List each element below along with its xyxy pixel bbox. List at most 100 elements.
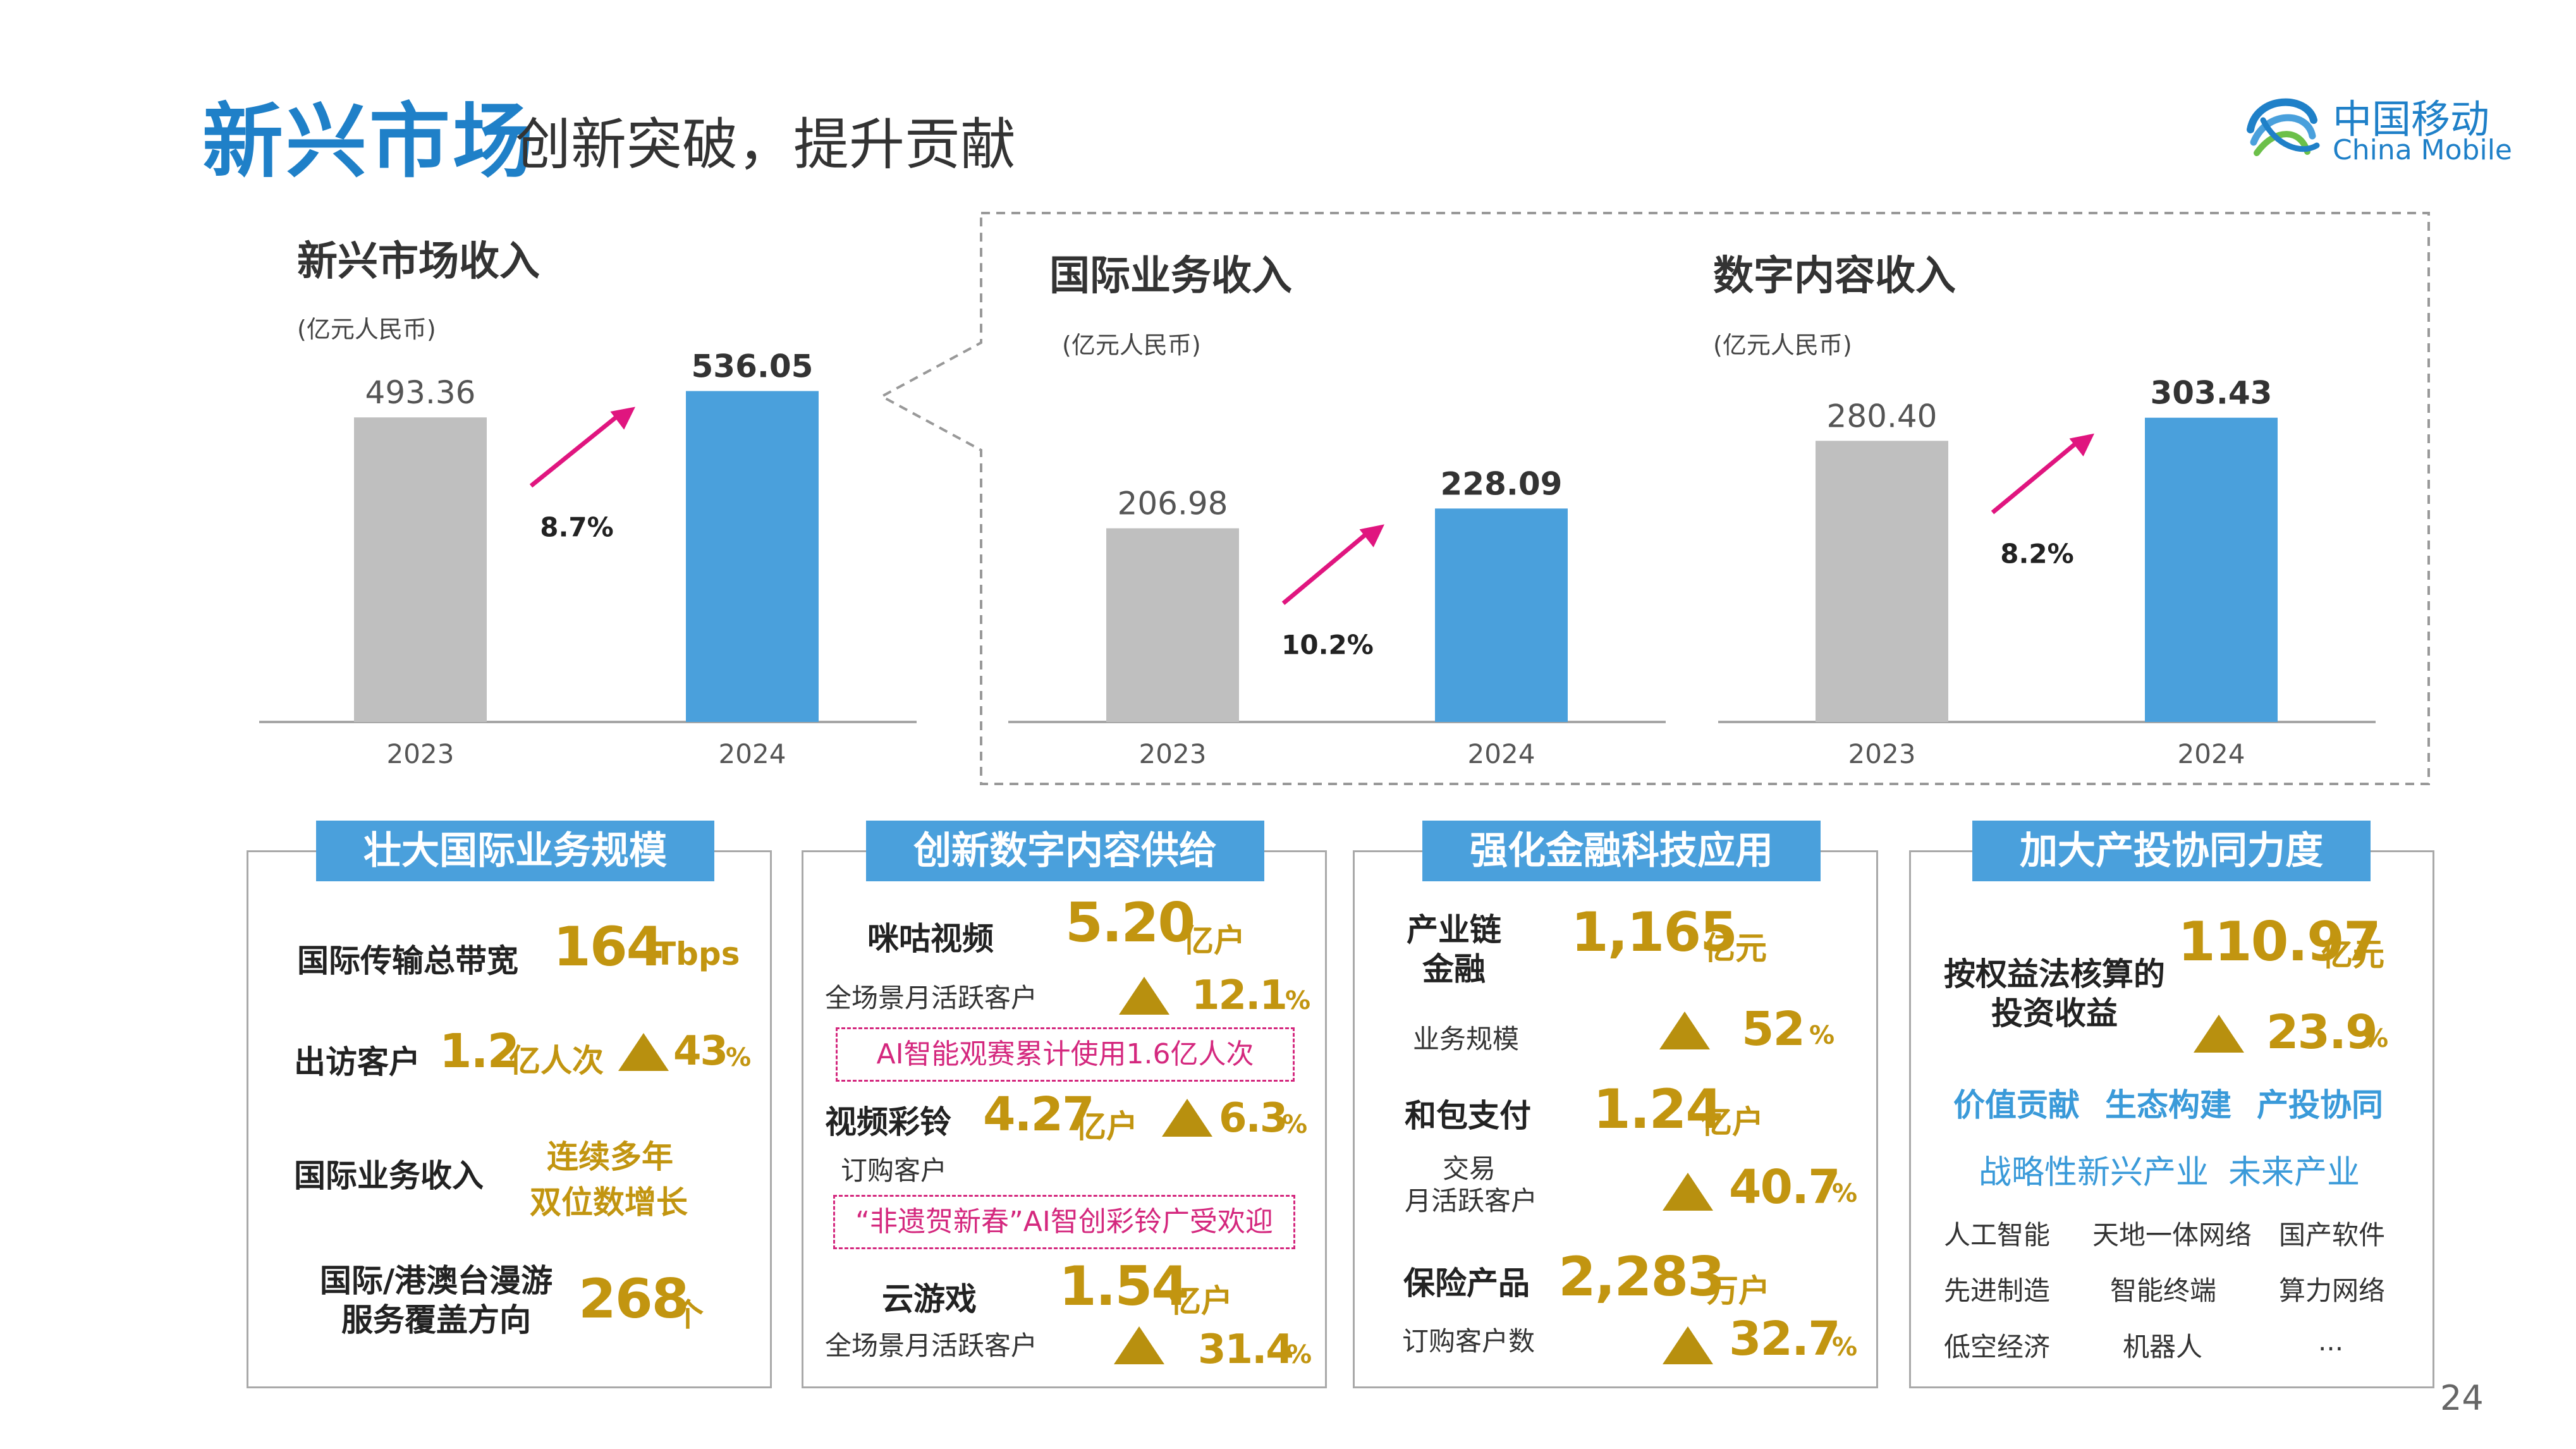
pct-unit-hebao-pay: % <box>1832 1179 1858 1208</box>
value-cloud-gaming: 1.54 <box>1059 1255 1189 1318</box>
pct-unit-cloud-gaming: % <box>1286 1340 1312 1369</box>
growth-arrow <box>1991 437 2084 515</box>
data-label: 206.98 <box>1118 486 1228 522</box>
unit-insurance: 万户 <box>1707 1273 1770 1309</box>
value-roaming: 268 <box>578 1268 690 1331</box>
pct-migu-video: 12.1 <box>1192 972 1288 1019</box>
keyword-synergy: 产投协同 <box>2257 1087 2383 1123</box>
up-triangle-icon <box>1119 977 1169 1015</box>
growth-arrow-head <box>2069 433 2094 457</box>
value-hebao-pay: 1.24 <box>1593 1078 1723 1141</box>
growth-label: 10.2% <box>1281 629 1374 660</box>
label-equity-income-line1: 按权益法核算的 <box>1944 956 2165 993</box>
highlight-ai-viewing: AI智能观赛累计使用1.6亿人次 <box>836 1027 1295 1082</box>
industry-item: 算力网络 <box>2279 1275 2386 1306</box>
industry-item: 天地一体网络 <box>2092 1220 2252 1250</box>
tick-label: 2023 <box>387 738 455 769</box>
logo-text-en: China Mobile <box>2333 134 2513 166</box>
value-video-ringtone: 4.27 <box>983 1087 1095 1142</box>
chart-title-digital: 数字内容收入 <box>1713 253 1956 300</box>
sub-video-ringtone: 订购客户 <box>841 1155 948 1186</box>
label-video-ringtone: 视频彩铃 <box>825 1104 951 1140</box>
sub-hebao-pay-line2: 月活跃客户 <box>1405 1185 1538 1216</box>
industry-item: ... <box>2318 1326 2344 1357</box>
label-supply-chain-line2: 金融 <box>1422 951 1486 987</box>
up-triangle-icon <box>1114 1326 1164 1364</box>
pct-insurance: 32.7 <box>1729 1312 1841 1366</box>
bar-2024 <box>1435 508 1568 722</box>
up-triangle-icon <box>618 1033 669 1071</box>
label-equity-income: 按权益法核算的 投资收益 <box>1934 955 2175 1033</box>
pct-unit-equity-income: % <box>2363 1024 2389 1053</box>
industry-item: 国产软件 <box>2279 1220 2386 1250</box>
bar-2023 <box>1106 528 1239 722</box>
growth-label: 8.2% <box>2000 539 2073 570</box>
panel-industrial-investment <box>1909 850 2434 1388</box>
value-supply-chain-finance: 1,165 <box>1571 901 1738 964</box>
chart-title-international: 国际业务收入 <box>1049 253 1292 300</box>
logo-text-cn: 中国移动 <box>2333 96 2490 142</box>
bar-2024 <box>686 391 819 722</box>
unit-supply-chain-finance: 亿元 <box>1704 930 1767 967</box>
pct-unit-supply-chain-finance: % <box>1809 1021 1835 1050</box>
sub-insurance: 订购客户数 <box>1402 1326 1535 1357</box>
up-triangle-icon <box>1663 1326 1713 1364</box>
growth-arrow-head <box>610 407 635 430</box>
chart-unit-digital: (亿元人民币) <box>1713 331 1852 359</box>
label-outbound: 出访客户 <box>294 1044 420 1080</box>
pct-unit-insurance: % <box>1832 1333 1858 1362</box>
tick-label: 2023 <box>1848 738 1916 769</box>
panel-header-international: 壮大国际业务规模 <box>316 821 714 881</box>
pct-unit-migu-video: % <box>1285 986 1311 1015</box>
label-supply-chain-finance: 产业链 金融 <box>1388 910 1520 989</box>
tick-label: 2024 <box>719 738 786 769</box>
industry-item: 智能终端 <box>2110 1275 2217 1306</box>
tick-label: 2024 <box>2178 738 2245 769</box>
label-intl-revenue: 国际业务收入 <box>294 1158 484 1194</box>
data-label: 536.05 <box>692 348 814 385</box>
data-label: 280.40 <box>1827 398 1938 434</box>
unit-cloud-gaming: 亿户 <box>1169 1283 1233 1319</box>
up-triangle-icon <box>1162 1099 1212 1137</box>
label-insurance: 保险产品 <box>1403 1265 1530 1302</box>
value-migu-video: 5.20 <box>1065 891 1195 955</box>
data-label: 228.09 <box>1441 465 1563 502</box>
industry-item: 低空经济 <box>1944 1331 2051 1362</box>
label-migu-video: 咪咕视频 <box>867 920 994 957</box>
page-subtitle: 创新突破，提升贡献 <box>515 112 1016 177</box>
value-equity-income: 110.97 <box>2178 910 2381 974</box>
page-number: 24 <box>2440 1378 2484 1418</box>
pct-unit-outbound: % <box>726 1043 752 1072</box>
sub-cloud-gaming: 全场景月活跃客户 <box>825 1330 1038 1361</box>
note-growth-line1: 连续多年 <box>547 1139 673 1175</box>
value-insurance: 2,283 <box>1558 1245 1725 1309</box>
panel-header-fintech: 强化金融科技应用 <box>1422 821 1821 881</box>
keyword-value-contribution: 价值贡献 <box>1953 1087 2080 1123</box>
keyword-future-industry: 未来产业 <box>2228 1154 2360 1192</box>
label-supply-chain-line1: 产业链 <box>1407 912 1501 948</box>
pct-video-ringtone: 6.3 <box>1219 1095 1288 1142</box>
industry-item: 人工智能 <box>1944 1220 2051 1250</box>
growth-label: 8.7% <box>540 512 613 543</box>
panel-header-digital-content: 创新数字内容供给 <box>866 821 1264 881</box>
chart-unit-international: (亿元人民币) <box>1062 331 1201 359</box>
data-label: 303.43 <box>2151 375 2273 412</box>
label-hebao-pay: 和包支付 <box>1405 1097 1531 1134</box>
tick-label: 2024 <box>1468 738 1535 769</box>
tick-label: 2023 <box>1139 738 1207 769</box>
unit-outbound: 亿人次 <box>509 1042 604 1079</box>
keyword-strategic-emerging: 战略性新兴产业 <box>1979 1154 2209 1192</box>
value-outbound: 1.2 <box>439 1024 520 1079</box>
bar-charts: 493.36 2023 536.05 2024 8.7% 206.98 2023 228.09… <box>259 348 2376 769</box>
chart-unit-emerging: (亿元人民币) <box>297 315 436 343</box>
up-triangle-icon <box>2194 1015 2244 1053</box>
growth-arrow-head <box>1359 524 1384 547</box>
china-mobile-logo-icon <box>2247 98 2320 156</box>
label-roaming-line1: 国际/港澳台漫游 <box>319 1263 553 1299</box>
label-roaming-line2: 服务覆盖方向 <box>341 1302 531 1338</box>
data-label: 493.36 <box>365 374 476 411</box>
label-roaming: 国际/港澳台漫游 服务覆盖方向 <box>297 1261 575 1340</box>
panel-digital-content <box>802 850 1327 1388</box>
highlight-ai-ringtone: “非遗贺新春”AI智创彩铃广受欢迎 <box>833 1195 1295 1249</box>
unit-roaming: 个 <box>672 1297 704 1333</box>
